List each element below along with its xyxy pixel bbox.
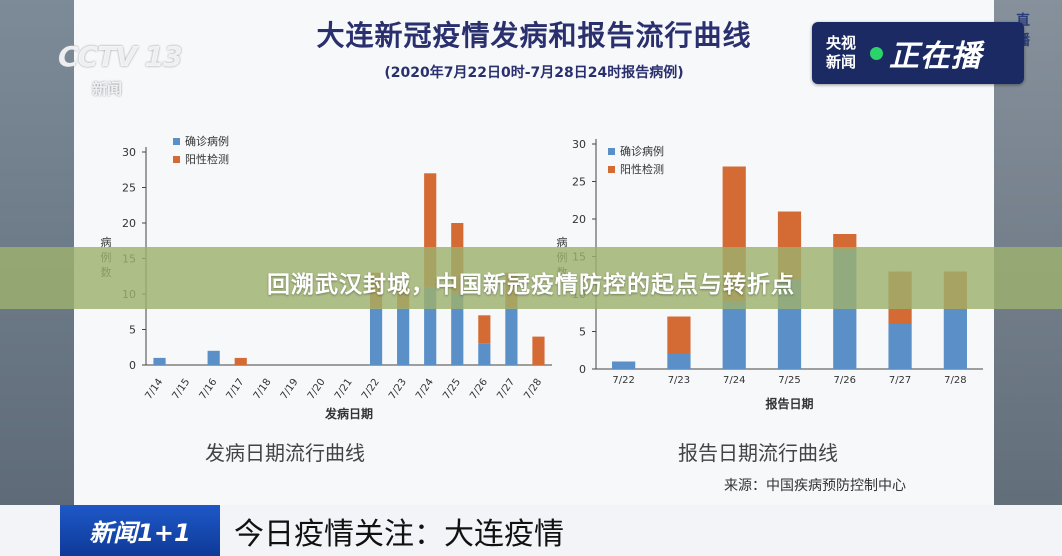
onset-legend-swatch: [173, 156, 180, 163]
live-badge-line2: 新闻: [825, 53, 856, 71]
source-note: 来源：中国疾病预防控制中心: [724, 478, 906, 494]
report-y-tick-label: 30: [572, 138, 586, 151]
report-legend-label: 阳性检测: [620, 162, 664, 176]
onset-bar: [397, 308, 410, 365]
report-y-tick-label: 5: [579, 326, 586, 339]
ticker-headline: 今日疫情关注：大连疫情: [234, 517, 564, 552]
onset-bar: [478, 315, 491, 344]
report-bar: [667, 354, 691, 369]
report-bar: [888, 324, 912, 369]
cctv-news-label: 新闻: [92, 80, 123, 98]
onset-x-tick-label: 7/21: [333, 377, 355, 402]
onset-x-tick-label: 7/25: [441, 377, 463, 402]
onset-y-tick-label: 5: [129, 324, 136, 337]
report-x-tick-label: 7/24: [723, 375, 745, 386]
onset-legend-swatch: [173, 138, 180, 145]
live-badge: 央视 新闻 正在播: [812, 22, 1024, 84]
onset-x-tick-label: 7/19: [279, 377, 301, 402]
onset-bar: [369, 308, 383, 365]
cctv-news-mark: 央视 新闻: [816, 34, 866, 72]
report-y-tick-label: 0: [579, 363, 586, 376]
onset-y-tick-label: 25: [122, 182, 136, 195]
live-badge-line1: 央视: [825, 34, 856, 52]
onset-x-tick-label: 7/20: [306, 377, 328, 402]
onset-y-tick-label: 20: [122, 217, 136, 230]
report-bar: [667, 316, 691, 354]
onset-bar: [505, 308, 518, 365]
report-y-tick-label: 25: [572, 176, 586, 189]
onset-x-tick-label: 7/28: [522, 377, 544, 402]
headline-band: [0, 247, 1062, 309]
report-y-tick-label: 20: [572, 213, 586, 226]
onset-bar: [478, 343, 491, 365]
onset-legend-label: 阳性检测: [185, 152, 229, 166]
onset-x-tick-label: 7/18: [252, 377, 274, 402]
report-legend-swatch: [608, 166, 615, 173]
onset-bar: [532, 336, 545, 365]
cctv13-logo: CCTV 13: [58, 40, 183, 73]
onset-x-tick-label: 7/26: [468, 377, 490, 402]
onset-x-tick-label: 7/23: [387, 377, 409, 402]
onset-x-tick-label: 7/22: [360, 377, 382, 402]
onset-x-axis-label: 发病日期: [324, 406, 373, 421]
onset-x-tick-label: 7/16: [198, 377, 220, 402]
report-bar: [722, 301, 746, 369]
live-label: 正在播: [889, 39, 982, 74]
report-y-axis-label: 病: [557, 235, 568, 249]
onset-y-tick-label: 30: [122, 146, 136, 159]
report-x-tick-label: 7/22: [612, 375, 634, 386]
report-x-tick-label: 7/25: [778, 375, 800, 386]
report-x-tick-label: 7/26: [834, 375, 856, 386]
report-legend-swatch: [608, 148, 615, 155]
onset-x-tick-label: 7/14: [143, 377, 165, 402]
slide-title: 大连新冠疫情发病和报告流行曲线: [316, 19, 752, 52]
onset-x-tick-label: 7/24: [414, 377, 436, 402]
onset-bar: [207, 350, 220, 365]
report-chart-caption: 报告日期流行曲线: [678, 441, 838, 465]
onset-x-tick-label: 7/27: [495, 377, 517, 402]
onset-y-axis-label: 病: [101, 235, 112, 249]
report-bar: [612, 361, 636, 369]
onset-bar: [153, 357, 166, 365]
onset-legend-label: 确诊病例: [185, 134, 229, 148]
onset-x-tick-label: 7/15: [171, 377, 193, 402]
report-bar: [833, 234, 857, 249]
report-x-tick-label: 7/27: [889, 375, 911, 386]
headline-text: 回溯武汉封城，中国新冠疫情防控的起点与转折点: [267, 272, 795, 298]
onset-y-tick-label: 0: [129, 359, 136, 372]
news-1plus1-logo: 新闻1+1: [60, 505, 220, 556]
report-bar: [943, 309, 967, 369]
report-legend-label: 确诊病例: [620, 144, 664, 158]
report-x-tick-label: 7/23: [668, 375, 690, 386]
onset-bar: [234, 357, 247, 365]
report-x-axis-label: 报告日期: [765, 396, 813, 411]
report-x-tick-label: 7/28: [944, 375, 966, 386]
onset-chart-caption: 发病日期流行曲线: [205, 441, 365, 465]
onset-x-tick-label: 7/17: [225, 377, 247, 402]
live-dot-icon: [870, 46, 883, 60]
slide-subtitle: (2020年7月22日0时-7月28日24时报告病例): [384, 65, 684, 81]
onset-bar: [451, 294, 464, 365]
